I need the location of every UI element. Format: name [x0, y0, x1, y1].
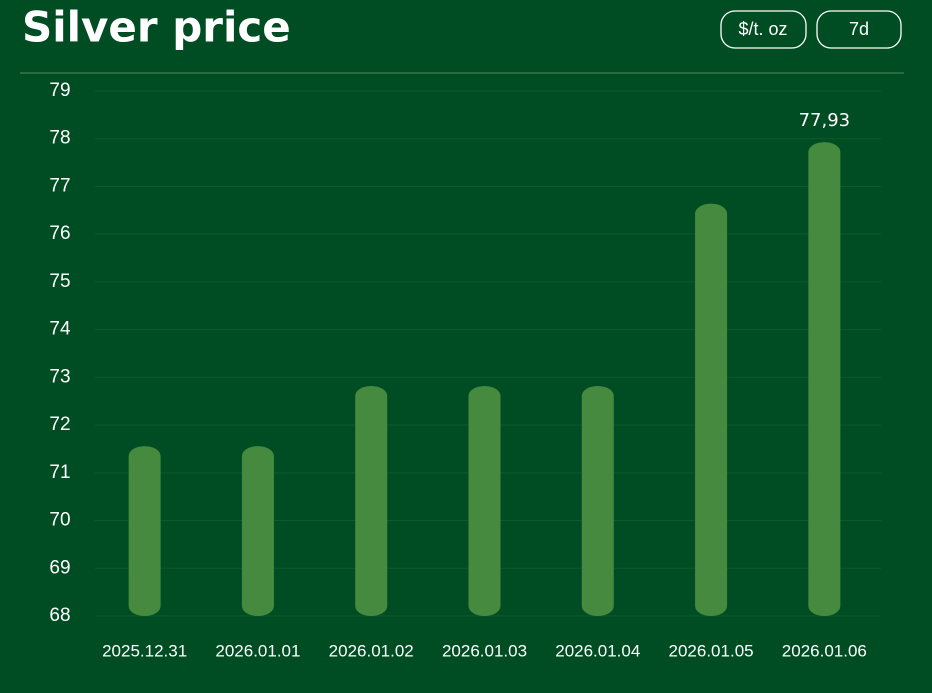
- x-tick-label: 2025.12.31: [102, 641, 187, 660]
- x-tick-label: 2026.01.02: [329, 641, 414, 660]
- y-tick-label: 68: [49, 605, 70, 626]
- y-tick-label: 71: [49, 462, 70, 483]
- bar: [468, 385, 501, 616]
- bar: [241, 446, 274, 616]
- y-tick-label: 69: [49, 557, 70, 578]
- range-button[interactable]: [816, 10, 902, 49]
- bar: [355, 385, 388, 616]
- bar: [128, 446, 161, 616]
- x-tick-label: 2026.01.01: [215, 641, 300, 660]
- bar: [695, 203, 728, 617]
- y-tick-label: 79: [49, 80, 70, 101]
- y-tick-label: 74: [49, 319, 71, 340]
- chart-title: Silver price: [22, 3, 291, 52]
- unit-button-label[interactable]: $/t. oz: [738, 19, 787, 39]
- bar: [581, 385, 614, 616]
- y-tick-label: 77: [49, 175, 70, 196]
- x-tick-label: 2026.01.04: [555, 641, 640, 660]
- x-tick-label: 2026.01.05: [669, 641, 754, 660]
- y-tick-label: 72: [49, 414, 70, 435]
- range-button-label[interactable]: 7d: [849, 19, 869, 39]
- y-tick-label: 76: [49, 223, 70, 244]
- x-tick-label: 2026.01.06: [782, 641, 867, 660]
- value-label: 77,93: [799, 110, 851, 131]
- y-tick-label: 75: [49, 271, 70, 292]
- y-tick-label: 78: [49, 128, 70, 149]
- unit-button[interactable]: [720, 10, 807, 49]
- y-tick-label: 73: [49, 366, 70, 387]
- bar: [808, 142, 841, 616]
- y-tick-label: 70: [49, 510, 70, 531]
- x-tick-label: 2026.01.03: [442, 641, 527, 660]
